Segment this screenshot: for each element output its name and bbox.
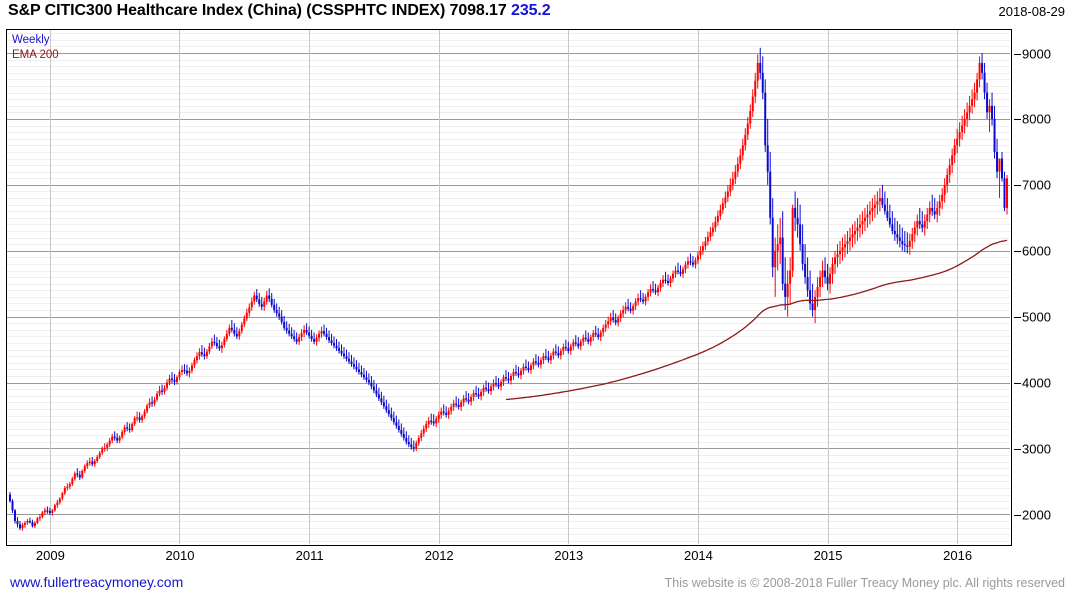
y-axis-tick: 6000 bbox=[1022, 243, 1051, 259]
chart-footer: www.fullertreacymoney.com This website i… bbox=[0, 574, 1075, 596]
page-title: S&P CITIC300 Healthcare Index (China) (C… bbox=[8, 2, 551, 20]
y-axis-tick: 4000 bbox=[1022, 375, 1051, 391]
x-axis-tick: 2016 bbox=[943, 548, 973, 563]
chart-series-layer bbox=[9, 47, 1008, 531]
y-axis-tick: 2000 bbox=[1022, 507, 1051, 523]
y-axis-labels: 2000 3000 4000 5000 6000 7000 8000 9000 bbox=[1014, 29, 1074, 546]
y-axis-tick: 7000 bbox=[1022, 177, 1051, 193]
y-axis-tick-mark bbox=[1014, 119, 1021, 121]
x-axis-tick: 2010 bbox=[165, 548, 195, 563]
website-link[interactable]: www.fullertreacymoney.com bbox=[10, 574, 184, 590]
y-axis-tick: 8000 bbox=[1022, 111, 1051, 127]
copyright-notice: This website is © 2008-2018 Fuller Treac… bbox=[664, 576, 1065, 590]
x-axis-tick: 2009 bbox=[35, 548, 65, 563]
x-axis-labels: 2009 2010 2011 2012 2013 2014 2015 2016 bbox=[0, 548, 1075, 568]
x-axis-tick: 2013 bbox=[554, 548, 584, 563]
chart-canvas bbox=[7, 30, 1011, 545]
x-axis-tick: 2014 bbox=[683, 548, 713, 563]
y-axis-tick: 9000 bbox=[1022, 46, 1051, 62]
y-axis-tick-mark bbox=[1014, 53, 1021, 55]
y-axis-tick-mark bbox=[1014, 448, 1021, 450]
chart-plot-area[interactable] bbox=[6, 29, 1012, 546]
x-axis-tick: 2012 bbox=[424, 548, 454, 563]
as-of-date: 2018-08-29 bbox=[998, 4, 1066, 19]
y-axis-tick-mark bbox=[1014, 251, 1021, 253]
chart-header: S&P CITIC300 Healthcare Index (China) (C… bbox=[0, 0, 1075, 26]
y-axis-tick-mark bbox=[1014, 185, 1021, 187]
title-text: S&P CITIC300 Healthcare Index (China) (C… bbox=[8, 2, 507, 19]
y-axis-tick: 3000 bbox=[1022, 441, 1051, 457]
chart-gridlines bbox=[7, 30, 1010, 544]
x-axis-tick: 2015 bbox=[813, 548, 843, 563]
y-axis-tick-mark bbox=[1014, 317, 1021, 319]
y-axis-tick-mark bbox=[1014, 514, 1021, 516]
y-axis-tick-mark bbox=[1014, 383, 1021, 385]
y-axis-tick: 5000 bbox=[1022, 309, 1051, 325]
price-change: 235.2 bbox=[511, 2, 551, 19]
x-axis-tick: 2011 bbox=[295, 548, 324, 563]
